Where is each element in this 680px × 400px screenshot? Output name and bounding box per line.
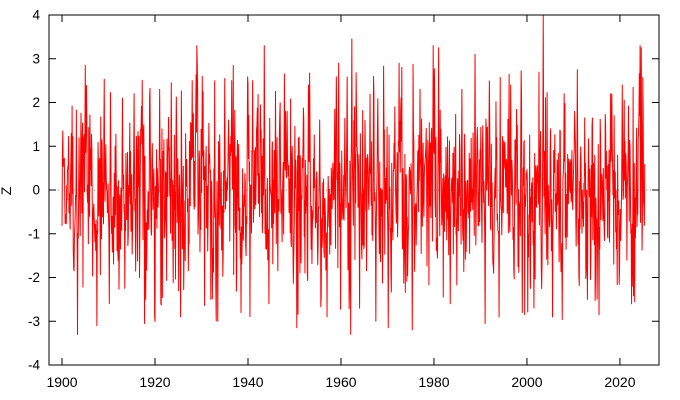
x-tick-label: 1960 (325, 374, 356, 390)
x-tick-label: 1980 (418, 374, 449, 390)
y-tick-label: 2 (32, 95, 40, 110)
y-tick-label: -1 (28, 226, 40, 241)
y-axis-title: Z (0, 171, 14, 211)
y-tick-label: 0 (32, 183, 40, 198)
x-tick-label: 2000 (511, 374, 542, 390)
y-tick-label: 3 (32, 51, 40, 66)
y-tick-label: -2 (28, 270, 40, 285)
y-tick-label: -4 (28, 358, 40, 373)
y-tick-label: 1 (32, 139, 40, 154)
y-tick-label: -3 (28, 314, 40, 329)
y-tick-label: 4 (32, 8, 40, 23)
x-tick-label: 1920 (139, 374, 170, 390)
x-tick-label: 1940 (232, 374, 263, 390)
x-tick-label: 1900 (46, 374, 77, 390)
x-tick-label: 2020 (604, 374, 635, 390)
data-line-z-score-index (61, 14, 646, 335)
